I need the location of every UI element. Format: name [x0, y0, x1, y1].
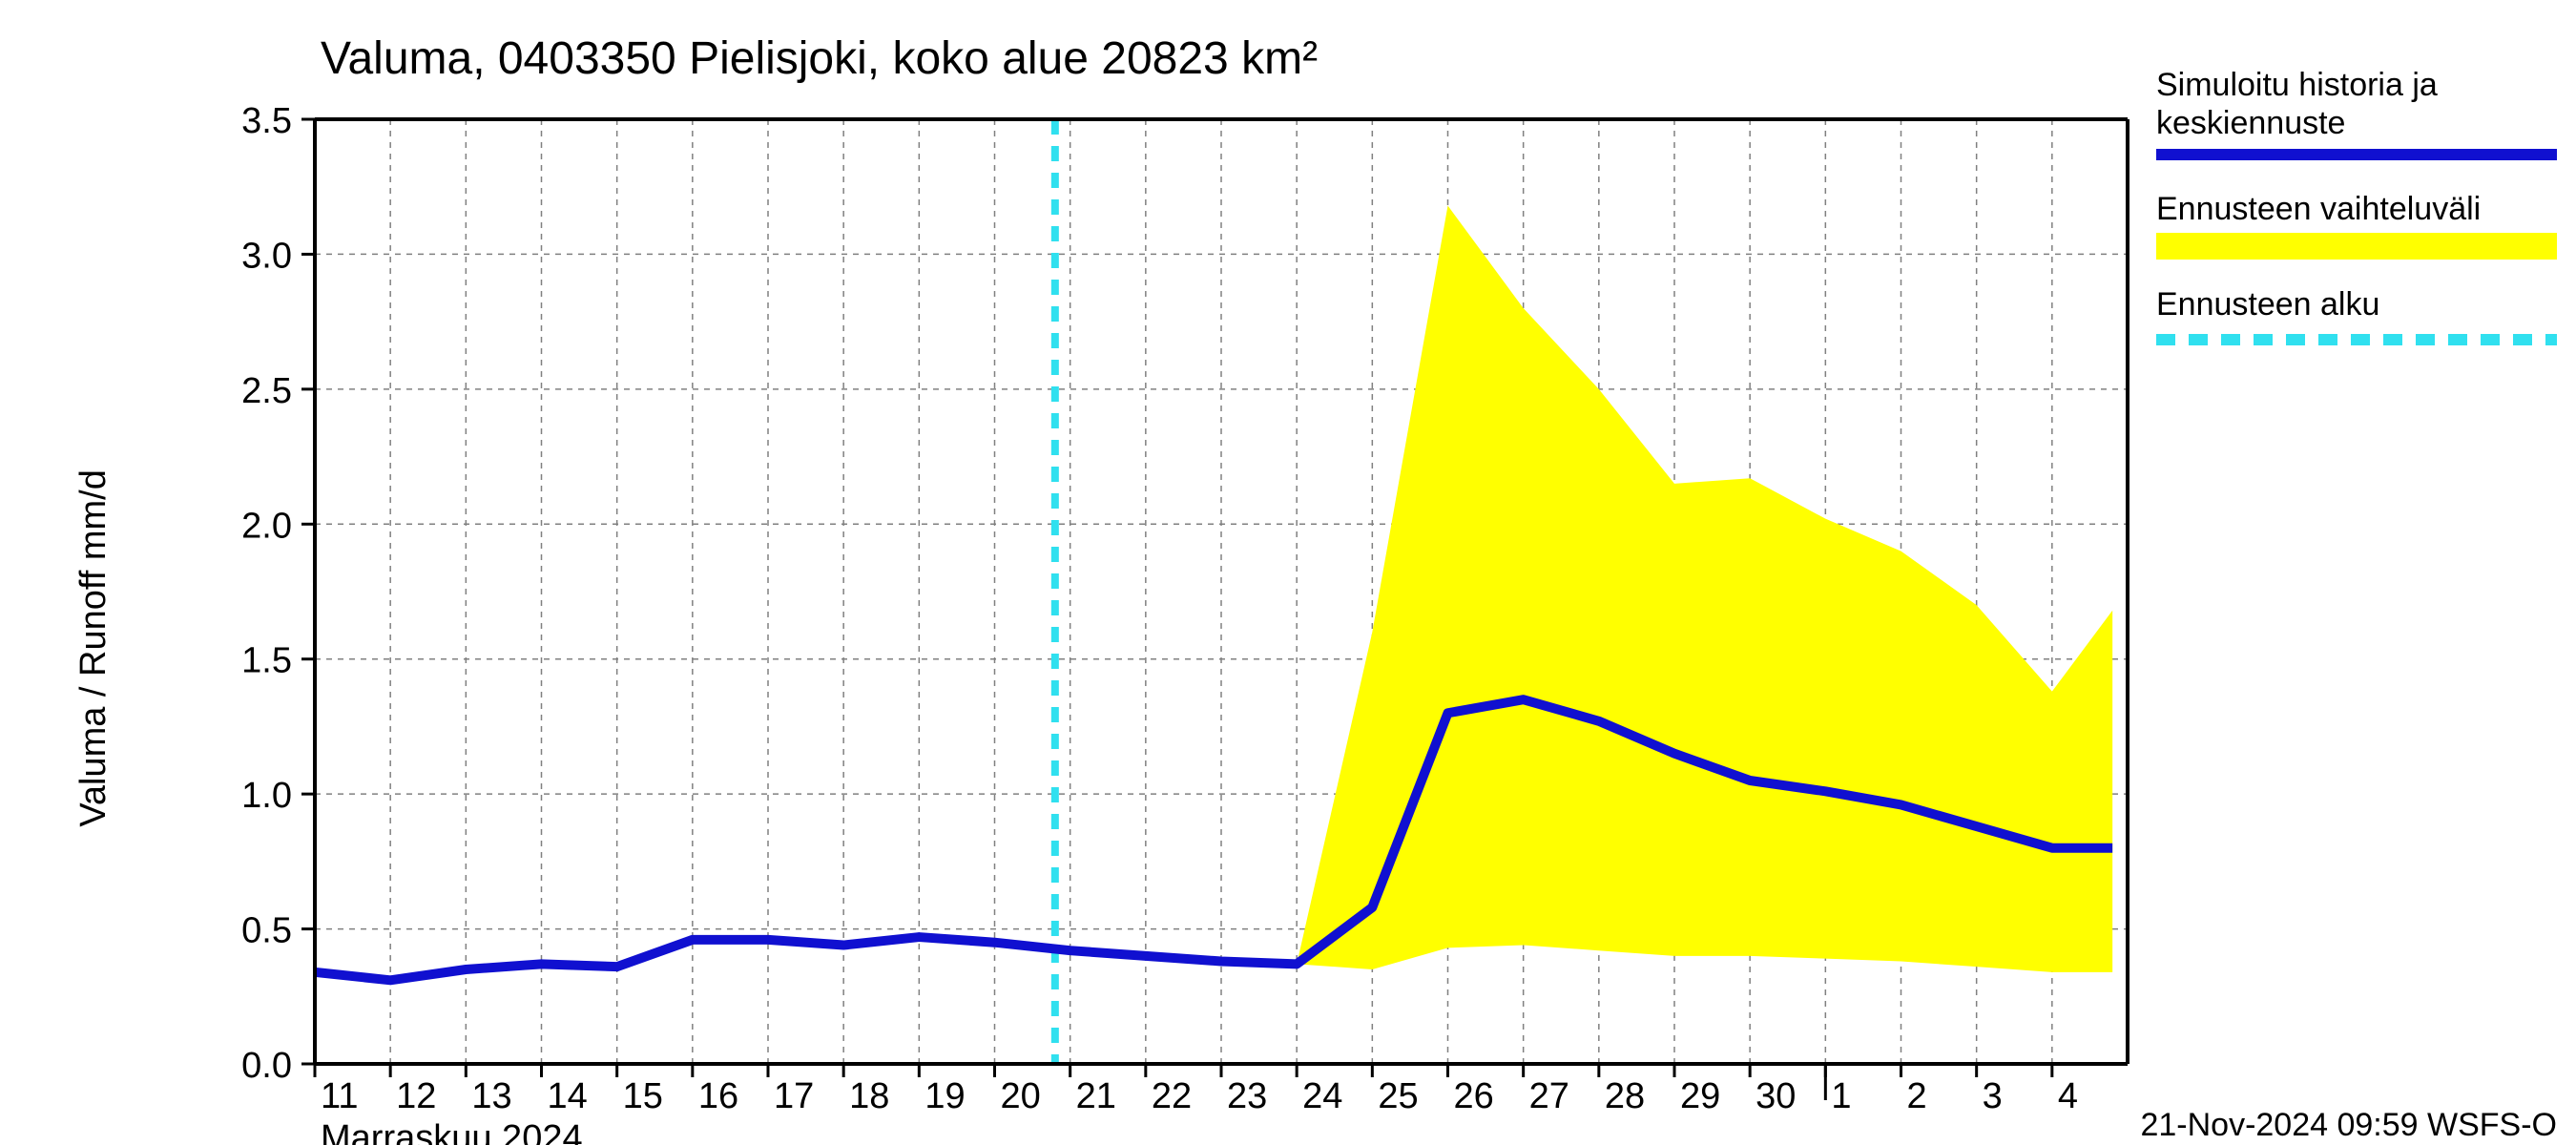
chart-title: Valuma, 0403350 Pielisjoki, koko alue 20…: [321, 33, 1318, 84]
runoff-chart: 0.00.51.01.52.02.53.03.51112131415161718…: [0, 0, 2576, 1145]
ytick-label: 0.5: [241, 911, 292, 951]
xtick-label: 17: [774, 1076, 814, 1116]
xtick-label: 22: [1152, 1076, 1192, 1116]
xtick-label: 30: [1755, 1076, 1796, 1116]
xtick-label: 19: [924, 1076, 965, 1116]
legend-label-2: Ennusteen vaihteluväli: [2156, 191, 2481, 227]
xtick-label: 15: [623, 1076, 663, 1116]
xtick-label: 14: [548, 1076, 588, 1116]
legend-label-1a: Simuloitu historia ja: [2156, 67, 2438, 103]
ytick-label: 3.0: [241, 236, 292, 276]
xtick-label: 23: [1227, 1076, 1267, 1116]
xtick-label: 4: [2058, 1076, 2078, 1116]
xtick-label: 20: [1001, 1076, 1041, 1116]
footer-timestamp: 21-Nov-2024 09:59 WSFS-O: [2140, 1107, 2557, 1143]
xtick-label: 3: [1983, 1076, 2003, 1116]
xtick-label: 21: [1076, 1076, 1116, 1116]
ytick-label: 2.0: [241, 506, 292, 546]
xtick-label: 25: [1378, 1076, 1418, 1116]
ytick-label: 3.5: [241, 101, 292, 141]
y-axis-label: Valuma / Runoff mm/d: [73, 469, 114, 827]
xtick-label: 2: [1907, 1076, 1927, 1116]
month-label-fi: Marraskuu 2024: [321, 1118, 583, 1145]
xtick-label: 1: [1831, 1076, 1851, 1116]
ytick-label: 2.5: [241, 371, 292, 411]
ytick-label: 1.0: [241, 776, 292, 816]
legend-label-1b: keskiennuste: [2156, 105, 2345, 141]
xtick-label: 27: [1529, 1076, 1569, 1116]
chart-svg: 0.00.51.01.52.02.53.03.51112131415161718…: [0, 0, 2576, 1145]
xtick-label: 24: [1302, 1076, 1342, 1116]
xtick-label: 29: [1680, 1076, 1720, 1116]
xtick-label: 16: [698, 1076, 738, 1116]
ytick-label: 0.0: [241, 1046, 292, 1086]
xtick-label: 11: [321, 1076, 358, 1116]
legend-label-3: Ennusteen alku: [2156, 286, 2379, 323]
legend-swatch-band: [2156, 233, 2557, 260]
xtick-label: 28: [1605, 1076, 1645, 1116]
xtick-label: 13: [471, 1076, 511, 1116]
forecast-range-band: [1070, 206, 2113, 972]
xtick-label: 18: [849, 1076, 889, 1116]
xtick-label: 26: [1454, 1076, 1494, 1116]
ytick-label: 1.5: [241, 641, 292, 681]
xtick-label: 12: [396, 1076, 436, 1116]
